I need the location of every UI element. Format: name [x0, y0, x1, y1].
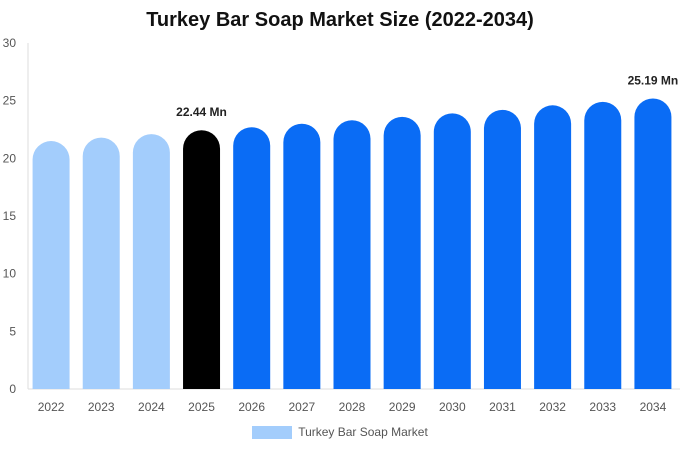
y-tick-label: 0	[9, 382, 16, 396]
y-tick-label: 20	[3, 151, 17, 165]
x-tick-label: 2032	[539, 400, 566, 414]
y-tick-label: 10	[3, 267, 17, 281]
y-axis: 0 5 10 15 20 25 30	[3, 36, 29, 396]
x-tick-label: 2026	[238, 400, 265, 414]
bar-2022[interactable]	[32, 141, 70, 389]
x-tick-label: 2034	[640, 400, 667, 414]
y-tick-label: 30	[3, 36, 17, 50]
x-axis: 2022 2023 2024 2025 2026 2027 2028 2029 2030 2031…	[28, 388, 680, 414]
y-tick-label: 15	[3, 209, 17, 223]
bar-2025[interactable]	[183, 130, 221, 389]
legend: Turkey Bar Soap Market	[0, 425, 680, 439]
bars	[32, 98, 672, 390]
bar-2034[interactable]	[634, 98, 672, 389]
bar-2026[interactable]	[233, 127, 271, 389]
data-label-2025: 22.44 Mn	[176, 105, 227, 119]
x-tick-label: 2027	[288, 400, 315, 414]
y-tick-label: 5	[9, 324, 16, 338]
bar-2027[interactable]	[283, 123, 321, 389]
bar-2028[interactable]	[333, 120, 371, 390]
x-tick-label: 2033	[589, 400, 616, 414]
bar-2030[interactable]	[433, 113, 471, 389]
x-tick-label: 2022	[38, 400, 65, 414]
bar-2032[interactable]	[534, 105, 572, 389]
data-label-2034: 25.19 Mn	[628, 73, 679, 87]
bar-2024[interactable]	[132, 134, 170, 389]
x-tick-label: 2028	[339, 400, 366, 414]
y-tick-label: 25	[3, 94, 17, 108]
chart-title: Turkey Bar Soap Market Size (2022-2034)	[146, 9, 534, 31]
x-tick-label: 2030	[439, 400, 466, 414]
x-tick-label: 2024	[138, 400, 165, 414]
x-tick-label: 2031	[489, 400, 516, 414]
legend-label[interactable]: Turkey Bar Soap Market	[298, 425, 428, 439]
bar-2033[interactable]	[584, 101, 622, 389]
bar-2031[interactable]	[483, 109, 521, 390]
bar-2023[interactable]	[82, 137, 120, 389]
legend-swatch[interactable]	[252, 425, 293, 439]
x-tick-label: 2029	[389, 400, 416, 414]
x-tick-label: 2025	[188, 400, 215, 414]
bar-2029[interactable]	[383, 116, 421, 389]
x-tick-label: 2023	[88, 400, 115, 414]
data-labels: 22.44 Mn 25.19 Mn	[176, 73, 678, 119]
